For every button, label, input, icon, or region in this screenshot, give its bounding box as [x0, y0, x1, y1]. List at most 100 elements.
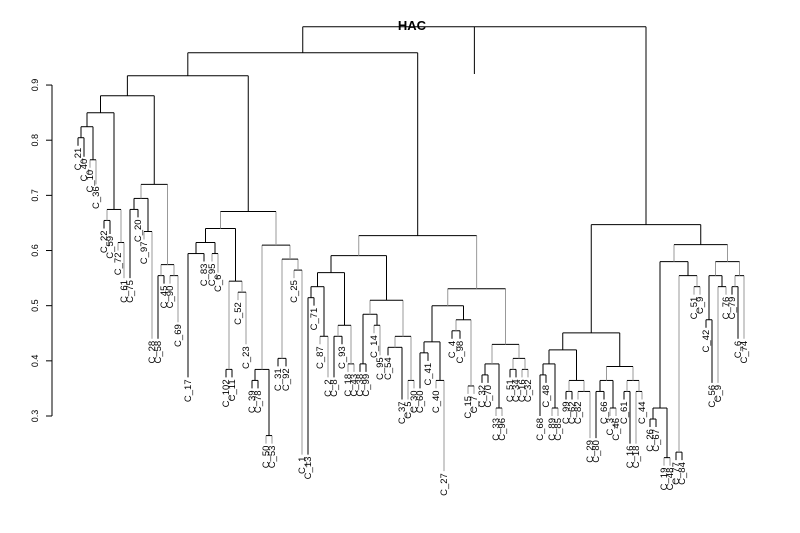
leaf-label: C_89 — [547, 418, 558, 441]
leaf-label: C_4 — [447, 341, 458, 358]
leaf-label: C_46 — [611, 418, 622, 441]
leaf-label: C_38 — [355, 374, 366, 397]
leaf-label: C_19 — [659, 468, 670, 491]
y-tick-label: 0.7 — [30, 189, 40, 202]
leaf-label: C_33 — [491, 418, 502, 441]
leaf-label: C_96 — [497, 418, 508, 441]
leaf-label: C_90 — [165, 286, 176, 309]
leaf-label: C_50 — [261, 446, 272, 469]
leaf-label: C_69 — [173, 324, 184, 347]
leaf-labels: C_21C_40C_10C_36C_22C_59C_72C_61C_75C_20… — [73, 148, 750, 496]
leaf-label: C_76 — [721, 297, 732, 320]
leaf-label: C_66 — [599, 401, 610, 424]
leaf-label: C_7 — [469, 396, 480, 413]
y-tick-label: 0.3 — [30, 410, 40, 423]
leaf-label: C_14 — [369, 335, 380, 358]
leaf-label: C_75 — [125, 280, 136, 303]
leaf-label: C_56 — [707, 385, 718, 408]
leaf-label: C_95 — [375, 357, 386, 380]
y-tick-label: 0.9 — [30, 79, 40, 92]
leaf-label: C_23 — [241, 346, 252, 369]
leaf-label: C_18 — [631, 446, 642, 469]
leaf-label: C_27 — [439, 473, 450, 496]
leaf-label: C_11 — [227, 379, 238, 401]
leaf-label: C_48 — [665, 468, 676, 491]
leaf-label: C_22 — [99, 230, 110, 253]
leaf-label: C_87 — [315, 346, 326, 369]
leaf-label: C_5 — [403, 401, 414, 418]
leaf-label: C_40 — [431, 390, 442, 413]
y-tick-label: 0.5 — [30, 299, 40, 312]
leaf-label: C_77 — [671, 462, 682, 485]
y-axis: 0.3 0.4 0.5 0.6 0.7 0.8 0.9 — [30, 79, 53, 423]
leaf-label: C_45 — [159, 286, 170, 309]
leaf-label: C_13 — [303, 457, 314, 480]
leaf-label: C_97 — [139, 241, 150, 264]
leaf-label: C_95 — [207, 264, 218, 287]
leaf-label: C_31 — [273, 368, 284, 391]
leaf-label: C_62 — [567, 401, 578, 424]
leaf-label: C_3 — [605, 418, 616, 435]
leaf-label: C_41 — [423, 363, 434, 386]
leaf-label: C_2 — [323, 379, 334, 396]
leaf-label: C_32 — [523, 379, 534, 402]
leaf-label: C_61 — [119, 280, 130, 303]
leaf-label: C_1 — [297, 457, 308, 474]
leaf-label: C_84 — [677, 462, 688, 485]
leaf-label: C_28 — [147, 341, 158, 364]
leaf-label: C_102 — [221, 379, 232, 407]
leaf-label: C_61 — [619, 401, 630, 424]
leaf-label: C_6 — [213, 275, 224, 292]
leaf-label: C_70 — [483, 385, 494, 408]
leaf-label: C_17 — [183, 379, 194, 402]
leaf-label: C_6 — [733, 341, 744, 358]
leaf-label: C_82 — [573, 401, 584, 424]
leaf-label: C_99 — [561, 401, 572, 424]
leaf-label: C_60 — [415, 390, 426, 413]
leaf-label: C_52 — [233, 302, 244, 325]
leaf-label: C_32 — [477, 385, 488, 408]
leaf-label: C_74 — [739, 341, 750, 364]
leaf-label: C_44 — [637, 401, 648, 424]
leaf-label: C_78 — [253, 390, 264, 413]
leaf-label: C_85 — [553, 418, 564, 441]
leaf-label: C_39 — [247, 390, 258, 413]
leaf-label: C_72 — [113, 253, 124, 276]
dendrogram-branches — [77, 26, 745, 472]
leaf-label: C_37 — [397, 401, 408, 424]
leaf-label: C_98 — [455, 341, 466, 364]
leaf-label: C_67 — [651, 429, 662, 452]
leaf-label: C_15 — [463, 396, 474, 419]
chart-title: HAC — [398, 18, 427, 33]
leaf-label: C_43 — [349, 374, 360, 397]
leaf-label: C_59 — [105, 236, 116, 259]
leaf-label: C_10 — [85, 170, 96, 193]
leaf-label: C_54 — [383, 357, 394, 380]
leaf-label: C_99 — [361, 374, 372, 397]
leaf-label: C_9 — [695, 297, 706, 314]
leaf-label: C_79 — [727, 297, 738, 320]
leaf-label: C_9 — [713, 385, 724, 402]
leaf-label: C_83 — [199, 264, 210, 287]
leaf-label: C_20 — [133, 219, 144, 242]
leaf-label: C_80 — [591, 440, 602, 463]
leaf-label: C_16 — [625, 446, 636, 469]
leaf-label: C_34 — [511, 379, 522, 402]
leaf-label: C_58 — [153, 341, 164, 364]
leaf-label: C_40 — [79, 159, 90, 182]
leaf-label: C_53 — [267, 446, 278, 469]
leaf-label: C_71 — [309, 308, 320, 331]
leaf-label: C_92 — [281, 368, 292, 391]
leaf-label: C_51 — [689, 297, 700, 320]
leaf-label: C_51 — [505, 379, 516, 402]
leaf-label: C_68 — [535, 418, 546, 441]
y-tick-label: 0.8 — [30, 134, 40, 147]
leaf-label: C_42 — [701, 330, 712, 353]
leaf-label: C_8 — [329, 379, 340, 396]
leaf-label: C_26 — [645, 429, 656, 452]
y-tick-label: 0.6 — [30, 244, 40, 257]
leaf-label: C_30 — [409, 390, 420, 413]
leaf-label: C_21 — [73, 148, 84, 171]
leaf-label: C_48 — [541, 385, 552, 408]
